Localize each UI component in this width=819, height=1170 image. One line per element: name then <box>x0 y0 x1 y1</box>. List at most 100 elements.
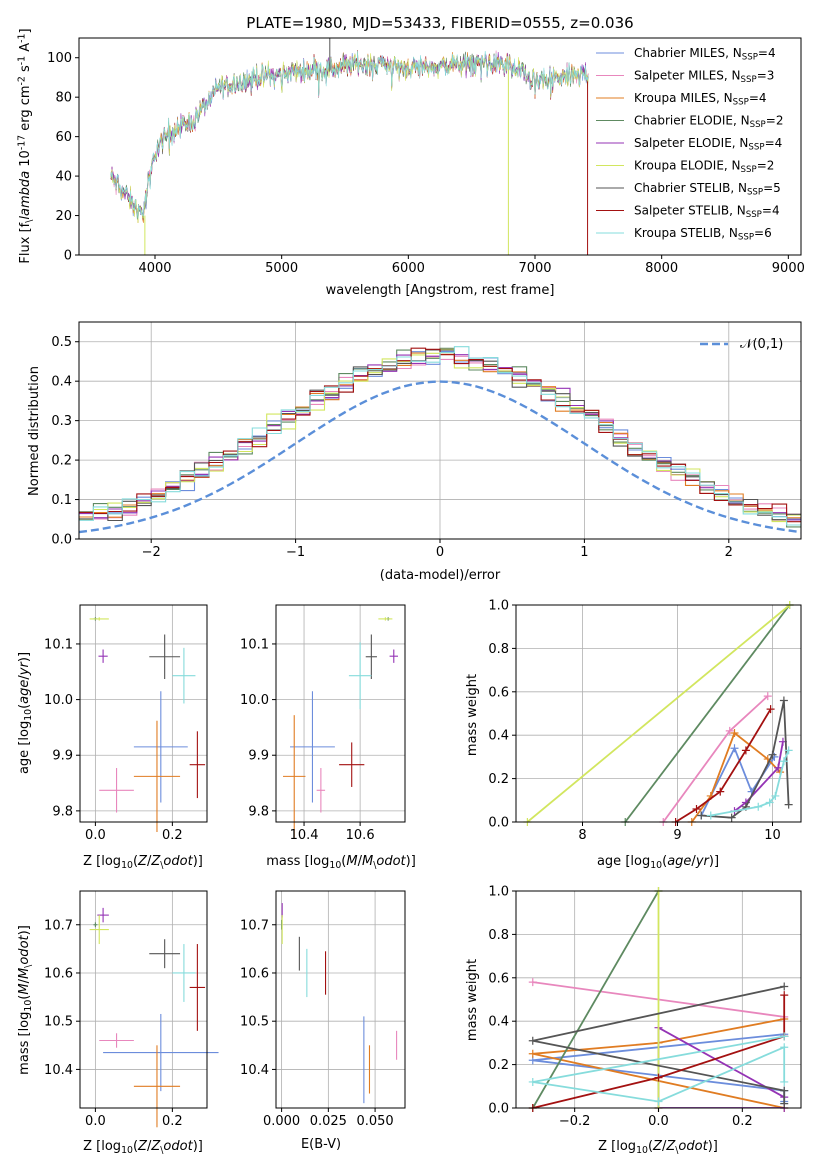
data-marker <box>730 729 739 738</box>
y-tick-label: 0.0 <box>488 1102 509 1117</box>
y-tick-label: 0.0 <box>51 533 72 548</box>
x-tick-label: 9000 <box>772 261 805 276</box>
spectrum-line-0 <box>110 52 589 221</box>
data-marker <box>780 1032 789 1041</box>
data-marker <box>716 787 725 796</box>
data-marker <box>654 1097 663 1106</box>
y-tick-label: 0.6 <box>488 685 509 700</box>
data-marker <box>765 798 774 807</box>
y-tick-label: 10.6 <box>44 966 73 981</box>
y-tick-label: 0.6 <box>488 971 509 986</box>
data-marker <box>784 746 793 755</box>
data-marker <box>706 811 715 820</box>
y-tick-label: 9.9 <box>52 749 73 764</box>
data-marker <box>754 802 763 811</box>
y-tick-label: 0.2 <box>51 454 72 469</box>
y-tick-label: 0.5 <box>51 335 72 350</box>
x-tick-label: 8000 <box>645 261 678 276</box>
massweight-z-xlabel: Z [log10(Z/Z\odot)] <box>598 1139 718 1156</box>
massweight-z-ylabel: mass weight <box>465 959 480 1041</box>
y-tick-label: 10.0 <box>44 693 73 708</box>
massweight-line-6 <box>701 700 790 819</box>
spectrum-line-2 <box>110 51 589 224</box>
legend-label: Chabrier ELODIE, NSSP=2 <box>634 114 783 131</box>
massweight-vs-z-panel: mass weight −0.2 0.0 0.2 0.0 0.2 0.4 0.6 0.8 1.0… <box>465 885 802 1156</box>
x-tick-label: 5000 <box>265 261 298 276</box>
mass-ebv-xlabel: E(B-V) <box>301 1137 341 1152</box>
massweight-line-8 <box>710 750 790 817</box>
spectrum-line-4 <box>110 51 589 218</box>
mass-vs-z-panel: 0.0 0.2 10.4 10.5 10.6 10.7 Z [log10(Z/Z\odot)… <box>17 890 219 1156</box>
y-tick-label: 1.0 <box>488 599 509 614</box>
spectrum-panel: wavelength [Angstrom, rest frame] Chabri… <box>16 28 804 298</box>
data-marker <box>528 1077 537 1086</box>
y-tick-label: 9.9 <box>248 749 269 764</box>
data-marker <box>780 982 789 991</box>
x-tick-label: 2 <box>725 545 733 560</box>
y-tick-label: 0.3 <box>51 414 72 429</box>
data-marker <box>780 1099 789 1108</box>
x-tick-label: 8 <box>578 828 586 843</box>
data-marker <box>774 763 783 772</box>
age-z-xlabel: Z [log10(Z/Z\odot)] <box>83 854 203 871</box>
residuals-xlabel: (data-model)/error <box>380 568 501 583</box>
mass-z-xlabel: Z [log10(Z/Z\odot)] <box>83 1139 203 1156</box>
y-tick-label: 0.2 <box>488 772 509 787</box>
y-tick-label: 0.4 <box>488 729 509 744</box>
y-tick-label: 100 <box>47 51 72 66</box>
y-tick-label: 9.8 <box>52 804 73 819</box>
data-marker <box>779 757 788 766</box>
x-tick-label: 0.0 <box>85 828 106 843</box>
spectrum-ylabel: Flux [f\lambda 10-17 erg cm-2 s-1 A-1] <box>16 28 34 263</box>
x-tick-label: 0.2 <box>162 1114 183 1129</box>
x-tick-label: 7000 <box>518 261 551 276</box>
y-tick-label: 10.5 <box>240 1015 269 1030</box>
x-tick-label: 0.2 <box>732 1114 753 1129</box>
y-tick-label: 0.4 <box>51 375 72 390</box>
x-tick-label: 0.2 <box>162 828 183 843</box>
x-tick-label: 9 <box>673 828 681 843</box>
axes-frame <box>275 890 406 1109</box>
massweight-age-ylabel: mass weight <box>465 674 480 756</box>
data-marker <box>741 746 750 755</box>
data-marker <box>780 991 789 1000</box>
age-vs-z-panel: 0.0 0.2 9.8 9.9 10.0 10.1 Z [log10(Z/Z\odot)] a… <box>17 604 208 871</box>
legend-label: Salpeter MILES, NSSP=3 <box>634 69 774 86</box>
y-tick-label: 10.7 <box>44 918 73 933</box>
x-tick-label: 0.000 <box>263 1114 300 1129</box>
y-tick-label: 0.4 <box>488 1015 509 1030</box>
y-tick-label: 40 <box>55 170 72 185</box>
legend-label: Salpeter STELIB, NSSP=4 <box>634 204 780 221</box>
y-tick-label: 10.4 <box>240 1063 269 1078</box>
massweight-line-5 <box>526 605 791 822</box>
spectrum-line-8 <box>110 50 589 219</box>
y-tick-label: 0 <box>64 249 72 264</box>
massweight-line-1 <box>662 695 769 822</box>
residual-hist-8 <box>79 346 801 526</box>
normal-reference-curve <box>78 380 802 534</box>
data-marker <box>779 696 788 705</box>
y-tick-label: 1.0 <box>488 885 509 900</box>
mass-z-ylabel: mass [log10(M/M\odot)] <box>17 925 34 1075</box>
spectrum-line-3 <box>110 51 589 220</box>
x-tick-label: −2 <box>142 545 161 560</box>
data-marker <box>654 1073 663 1082</box>
x-tick-label: −0.2 <box>559 1114 591 1129</box>
age-z-ylabel: age [log10(age/yr)] <box>17 652 34 774</box>
residuals-ylabel: Normed distribution <box>27 366 42 496</box>
spectrum-line-1 <box>110 50 589 219</box>
massweight-line-7 <box>532 995 786 1108</box>
age-vs-mass-panel: 10.4 10.6 9.8 9.9 10.0 10.1 mass [log10(M/M\od… <box>240 604 416 871</box>
y-tick-label: 10.5 <box>44 1015 73 1030</box>
y-tick-label: 80 <box>55 91 72 106</box>
mass-vs-ebv-panel: E(B-V) 0.000 0.025 0.050 10.4 10.5 10.6 10.7 <box>240 890 406 1152</box>
residual-hist-7 <box>79 347 801 523</box>
x-tick-label: 0.0 <box>648 1114 669 1129</box>
spectrum-xlabel: wavelength [Angstrom, rest frame] <box>326 283 555 298</box>
y-tick-label: 0.1 <box>51 493 72 508</box>
figure-title: PLATE=1980, MJD=53433, FIBERID=0555, z=0… <box>246 14 633 32</box>
data-marker <box>727 813 736 822</box>
massweight-age-xlabel: age [log10(age/yr)] <box>597 854 719 871</box>
residual-hist-0 <box>79 351 801 520</box>
